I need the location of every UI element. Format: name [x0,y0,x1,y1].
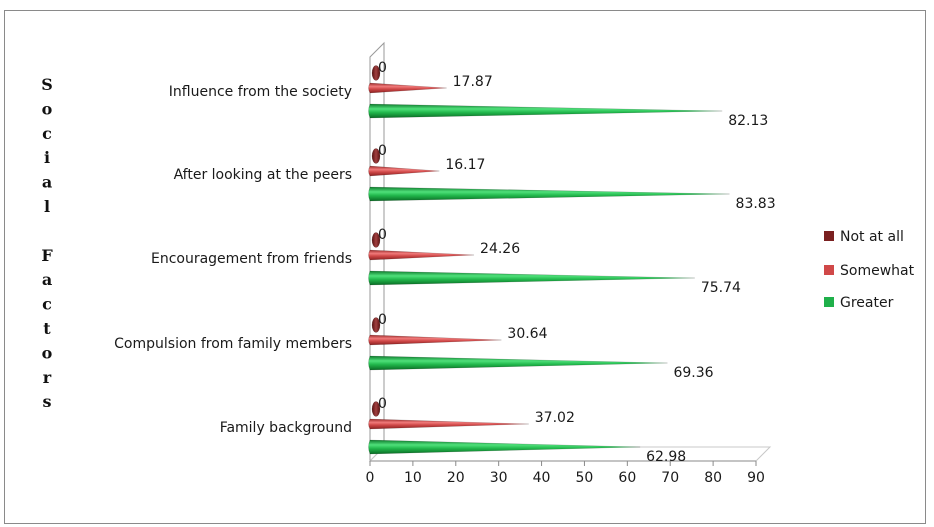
data-label: 0 [378,396,387,412]
x-tick-label: 80 [704,470,722,486]
category-label: Family background [220,420,352,436]
x-tick-label: 40 [533,470,551,486]
y-label-char: F [41,246,53,265]
cone-not-at-all [371,317,381,333]
y-label-char: o [42,99,53,118]
y-label-char: S [41,75,53,94]
y-label-char: c [42,124,52,143]
x-tick-label: 20 [447,470,465,486]
chart-frame [4,10,926,524]
legend-swatch [824,265,834,275]
cone-not-at-all [371,232,381,248]
cone-somewhat [368,249,475,261]
y-label-char: t [43,319,51,338]
y-label-char: l [44,197,50,216]
category-label: Influence from the society [169,84,352,100]
value-labels: 0 0 0 0 0 17.87 16.17 24.26 30.64 37.02 82.13 83.83… [378,60,776,465]
cone-not-at-all [371,148,381,164]
x-tick-label: 60 [618,470,636,486]
cone-greater [368,103,723,119]
category-label: Compulsion from family members [114,336,352,352]
cone-not-at-all [371,65,381,81]
cone-greater [368,355,668,371]
x-tick-label: 90 [747,470,765,486]
cone-somewhat [368,165,440,177]
category-labels: Influence from the society After looking … [114,84,352,436]
y-label-char: r [43,368,52,387]
category-label: Encouragement from friends [151,251,352,267]
y-label-char: s [42,392,51,411]
legend-label: Not at all [840,229,904,245]
cone-series [368,65,730,455]
data-label: 83.83 [736,196,776,212]
data-label: 0 [378,143,387,159]
y-label-char: a [42,173,52,192]
legend-label: Somewhat [840,263,915,279]
cone-somewhat [368,334,502,346]
data-label: 82.13 [728,113,768,129]
cone-somewhat [368,418,529,430]
legend-label: Greater [840,295,894,311]
x-tick-label: 0 [366,470,375,486]
x-tick-label: 10 [404,470,422,486]
legend-swatch [824,297,834,307]
x-tick-label: 70 [661,470,679,486]
category-label: After looking at the peers [174,167,352,183]
cone-somewhat [368,82,447,94]
data-label: 0 [378,312,387,328]
cone-greater [368,439,641,455]
cone-greater [368,270,695,286]
data-label: 0 [378,60,387,76]
data-label: 16.17 [445,157,485,173]
y-label-char: o [42,343,53,362]
data-label: 24.26 [480,241,520,257]
data-label: 30.64 [507,326,547,342]
x-axis-ticks: 0 10 20 30 40 50 60 70 80 90 [366,461,765,486]
cone-not-at-all [371,401,381,417]
legend: Not at all Somewhat Greater [824,229,915,311]
y-label-char: a [42,270,52,289]
data-label: 69.36 [673,365,713,381]
x-tick-label: 50 [576,470,594,486]
x-tick-label: 30 [490,470,508,486]
cone-greater [368,186,730,202]
data-label: 37.02 [535,410,575,426]
data-label: 62.98 [646,449,686,465]
y-label-char: c [42,295,52,314]
data-label: 0 [378,227,387,243]
y-label-char: i [44,148,50,167]
legend-swatch [824,231,834,241]
data-label: 75.74 [701,280,741,296]
data-label: 17.87 [453,74,493,90]
